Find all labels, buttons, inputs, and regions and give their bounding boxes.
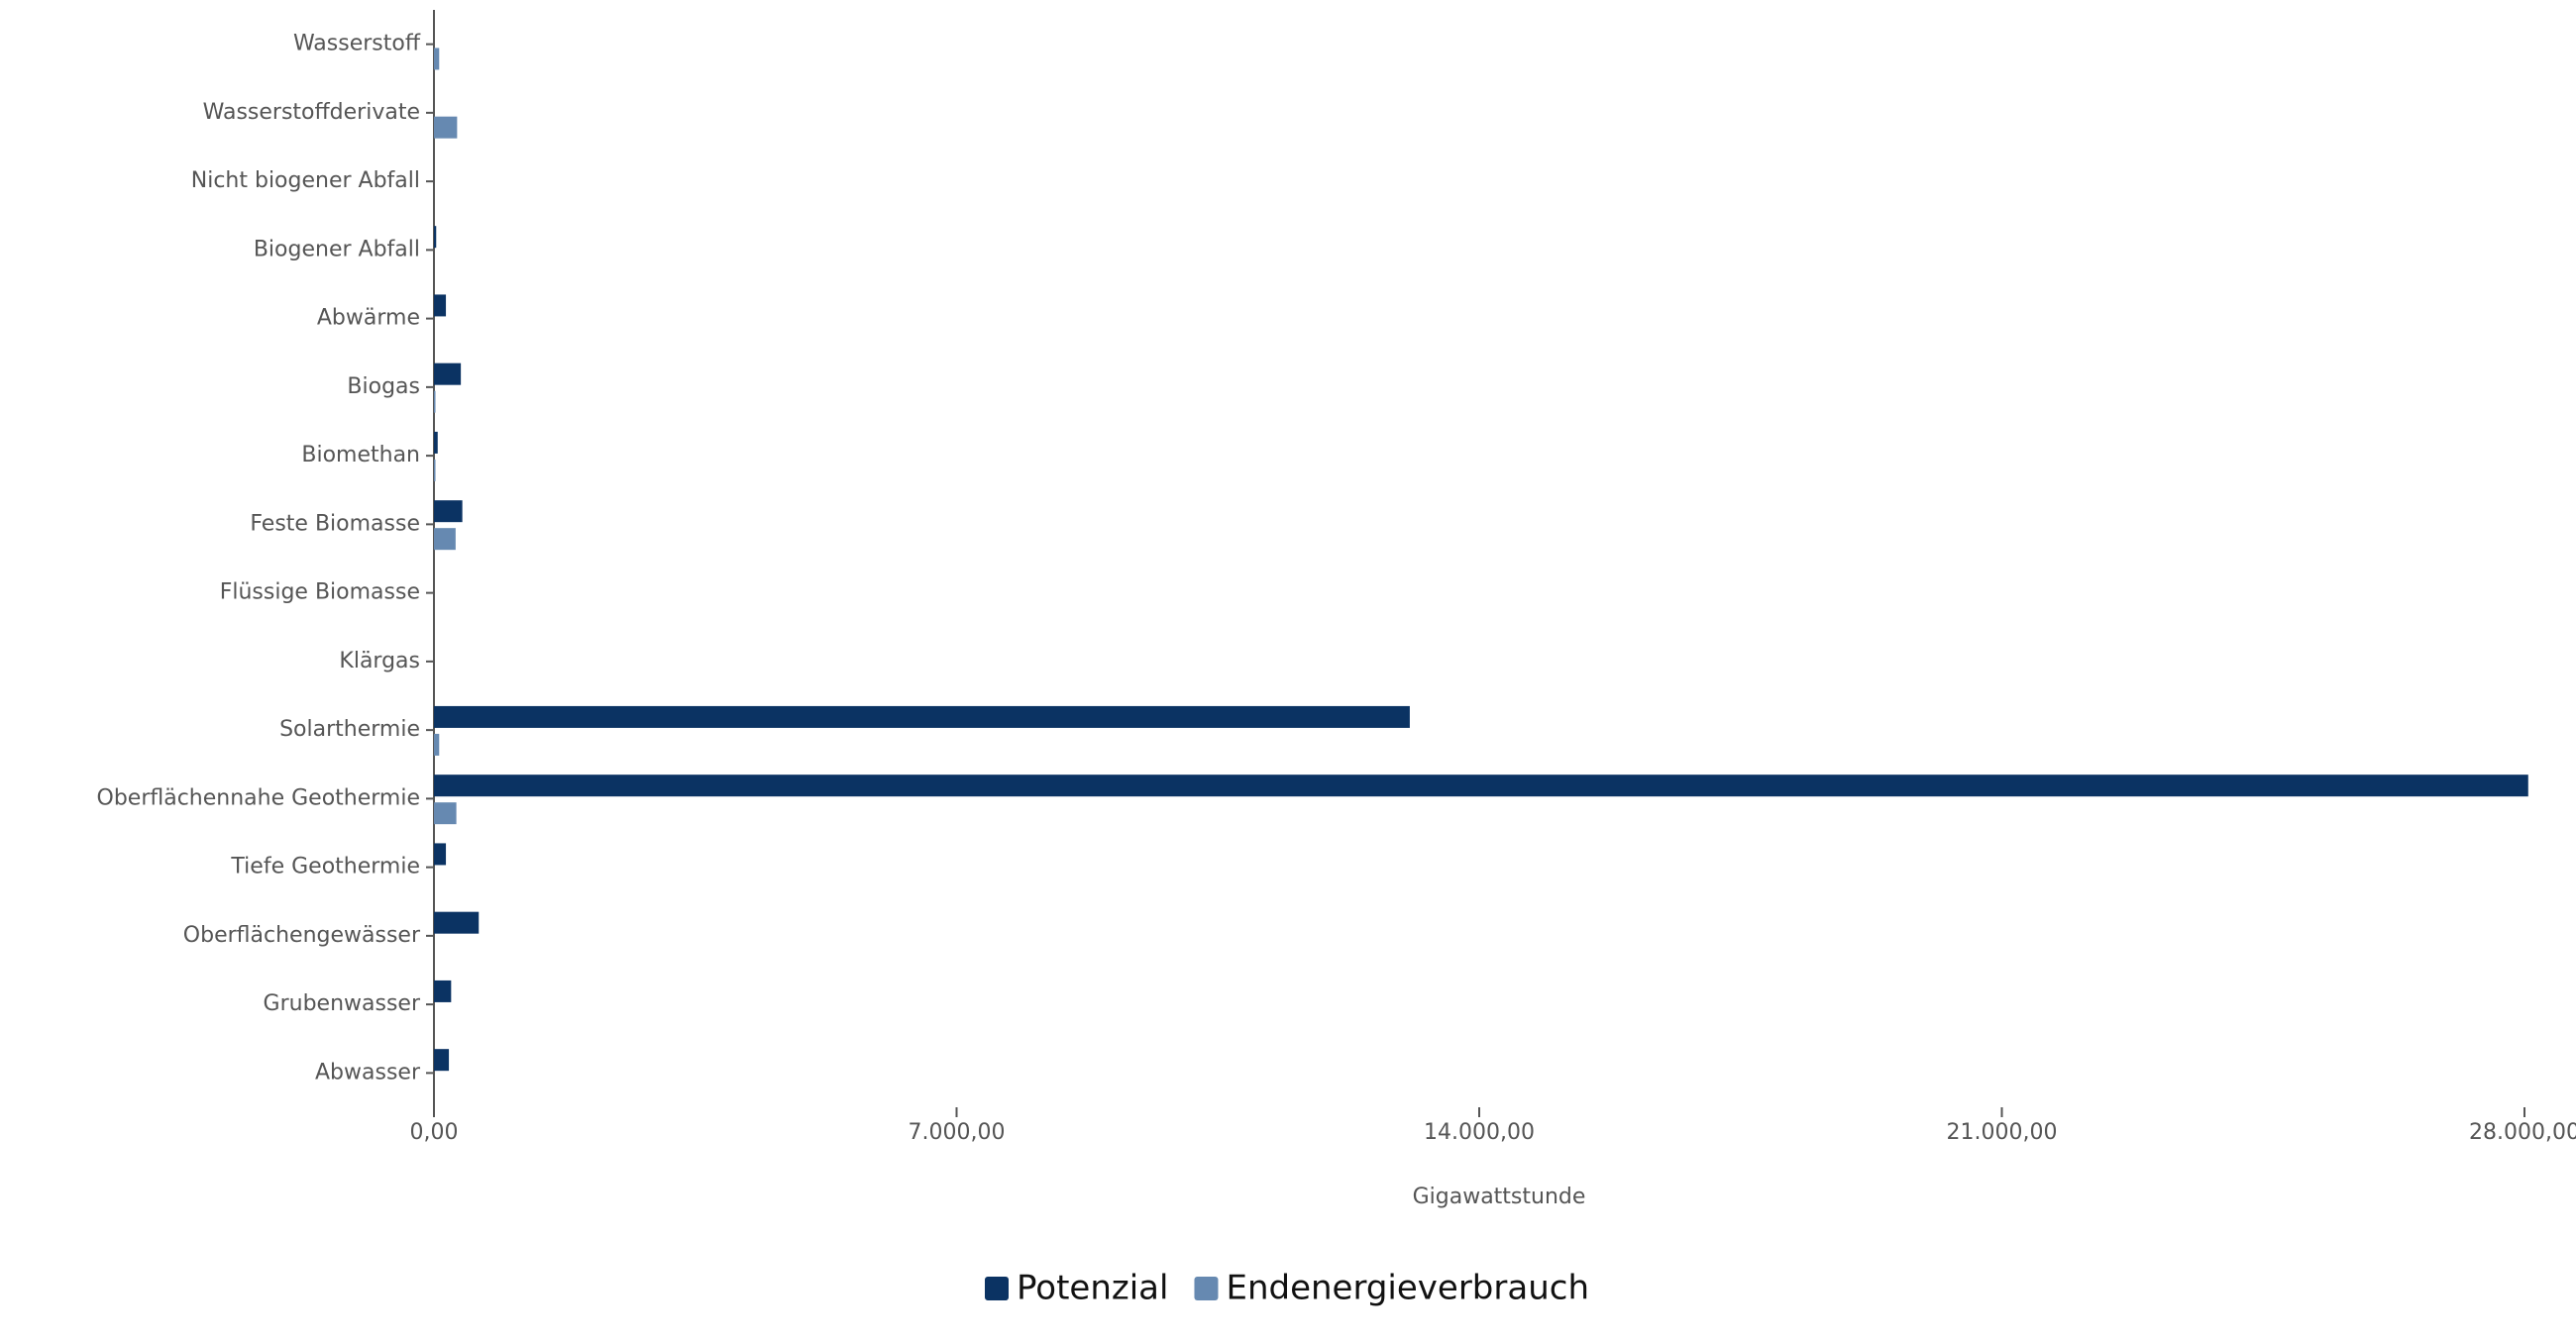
- y-tick-label: Grubenwasser: [264, 991, 421, 1016]
- y-tick-label: Klärgas: [339, 649, 420, 673]
- y-tick-label: Solarthermie: [279, 717, 420, 742]
- legend-swatch: [1194, 1277, 1219, 1300]
- bar: [434, 911, 480, 934]
- legend-label: Endenergieverbrauch: [1226, 1269, 1589, 1308]
- y-tick-label: Wasserstoff: [293, 32, 421, 56]
- bar: [434, 116, 458, 139]
- x-tick-label: 28.000,00: [2469, 1120, 2576, 1145]
- y-tick-label: Biomethan: [301, 443, 420, 467]
- y-tick-label: Abwärme: [317, 306, 420, 331]
- bar: [434, 431, 438, 454]
- bar: [434, 362, 462, 385]
- bar: [434, 1049, 450, 1072]
- legend-swatch: [985, 1277, 1009, 1300]
- y-tick-label: Flüssige Biomasse: [220, 580, 420, 605]
- bar: [434, 226, 437, 249]
- bar: [434, 775, 2528, 797]
- y-tick-label: Tiefe Geothermie: [230, 855, 420, 879]
- x-tick-label: 21.000,00: [1947, 1120, 2058, 1145]
- x-axis-title: Gigawattstunde: [1413, 1185, 1586, 1209]
- bar: [434, 294, 447, 317]
- x-tick-label: 14.000,00: [1424, 1120, 1535, 1145]
- bar: [434, 802, 457, 825]
- bar: [434, 48, 440, 70]
- bar: [434, 459, 436, 481]
- bar: [434, 980, 452, 1002]
- y-tick-label: Feste Biomasse: [250, 511, 420, 536]
- y-tick-label: Biogas: [347, 374, 420, 399]
- x-tick-label: 0,00: [410, 1120, 459, 1145]
- y-tick-label: Wasserstoffderivate: [203, 100, 420, 125]
- y-tick-label: Abwasser: [315, 1060, 421, 1085]
- x-tick-label: 7.000,00: [909, 1120, 1006, 1145]
- bar: [434, 705, 1410, 728]
- bar: [434, 390, 436, 413]
- y-tick-label: Oberflächennahe Geothermie: [97, 785, 421, 810]
- bar: [434, 733, 440, 756]
- legend-label: Potenzial: [1017, 1269, 1168, 1308]
- bar: [434, 500, 463, 523]
- bar: [434, 843, 447, 866]
- y-tick-label: Oberflächengewässer: [183, 923, 421, 948]
- y-tick-label: Nicht biogener Abfall: [191, 168, 420, 193]
- y-tick-label: Biogener Abfall: [254, 237, 420, 261]
- bar: [434, 528, 456, 551]
